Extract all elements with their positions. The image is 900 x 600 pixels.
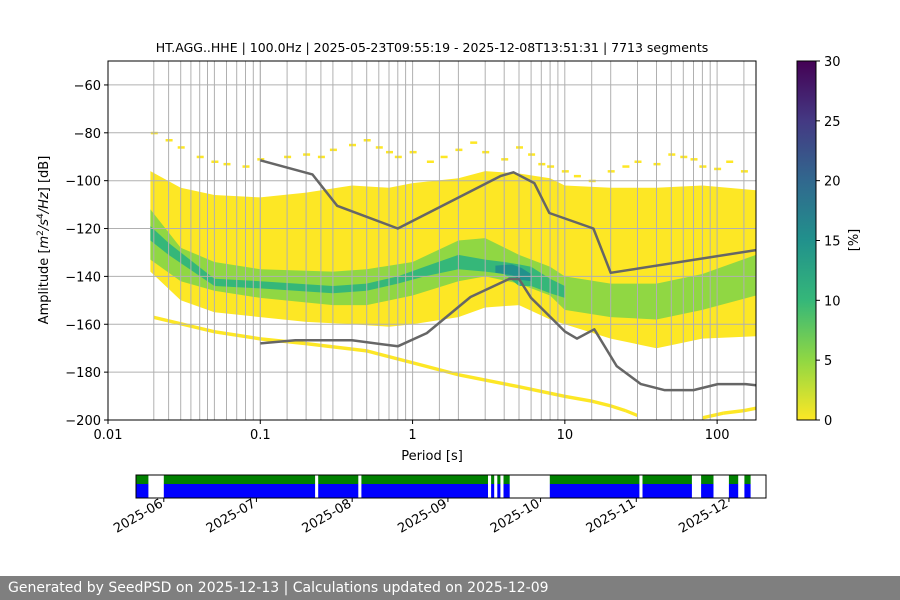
- colorbar-tick-label: 10: [824, 294, 841, 309]
- colorbar-tick-label: 15: [824, 235, 841, 250]
- x-tick-label: 0.01: [94, 428, 123, 443]
- availability-green-span: [744, 475, 751, 484]
- x-tick-label: 10: [557, 428, 574, 443]
- availability-data-span: [728, 484, 739, 498]
- outlier-curve-segment: [214, 329, 261, 341]
- density-scatter-point: [426, 160, 434, 163]
- y-tick-label: −180: [65, 366, 101, 381]
- availability-green-span: [701, 475, 714, 484]
- y-tick-label: −160: [65, 318, 101, 333]
- outlier-curve-segment: [625, 408, 638, 418]
- y-tick-label: −60: [74, 79, 101, 94]
- x-axis-label: Period [s]: [401, 449, 463, 464]
- availability-data-span: [701, 484, 714, 498]
- colorbar-tick-label: 5: [824, 354, 832, 369]
- outlier-curve-segment: [366, 349, 413, 365]
- date-tick-label: 2025-11: [584, 496, 639, 536]
- footer-status: Generated by SeedPSD on 2025-12-13 | Cal…: [0, 576, 900, 600]
- availability-data-span: [136, 484, 149, 498]
- availability-data-span: [361, 484, 488, 498]
- availability-data-span: [744, 484, 751, 498]
- colorbar-tick-label: 30: [824, 55, 841, 70]
- colorbar: 0 5 10 15 20 25 30 [%]: [796, 55, 862, 429]
- availability-green-span: [136, 475, 149, 484]
- outlier-curve-segment: [723, 408, 744, 415]
- density-scatter-point: [726, 160, 734, 163]
- availability-data-span: [642, 484, 692, 498]
- y-tick-label: −200: [65, 414, 101, 429]
- outlier-curve-segment: [743, 406, 756, 413]
- outlier-curve-segment: [702, 411, 724, 420]
- chart-title: HT.AGG..HHE | 100.0Hz | 2025-05-23T09:55…: [156, 40, 709, 55]
- noise-model-nhnm: [259, 159, 756, 275]
- data-availability-bar: 2025-06 2025-07 2025-08 2025-09 2025-10 2025-…: [111, 474, 767, 537]
- density-scatter-point: [573, 174, 581, 178]
- colorbar-tick-label: 0: [824, 414, 832, 429]
- outlier-curve-segment: [412, 361, 459, 377]
- availability-data-span: [163, 484, 316, 498]
- availability-data-span: [491, 484, 495, 498]
- colorbar-gradient: [796, 60, 817, 421]
- availability-green-span: [361, 475, 488, 484]
- date-tick-label: 2025-06: [111, 496, 166, 536]
- colorbar-tick-label: 20: [824, 175, 841, 190]
- availability-data-span: [503, 484, 510, 498]
- x-tick-label: 100: [705, 428, 730, 443]
- availability-green-span: [497, 475, 501, 484]
- date-tick-label: 2025-09: [395, 496, 450, 536]
- availability-green-span: [728, 475, 739, 484]
- y-axis-label: Amplitude [m2/s4/Hz] [dB]: [36, 156, 52, 325]
- availability-green-span: [503, 475, 510, 484]
- x-tick-label: 0.1: [250, 428, 271, 443]
- density-scatter-point: [622, 165, 630, 168]
- y-tick-label: −140: [65, 270, 101, 285]
- noise-model-nlnm: [260, 277, 756, 392]
- availability-data-span: [318, 484, 359, 498]
- colorbar-tick-label: 25: [824, 115, 841, 130]
- plot-frame: [107, 60, 757, 421]
- date-tick-label: 2025-10: [488, 496, 543, 536]
- outlier-curve-segment: [564, 394, 592, 403]
- availability-green-span: [491, 475, 495, 484]
- psd-plot-area: 0.01 0.1 1 10 100 −60 −80 −100 −120 −140 −160 −180…: [65, 60, 757, 443]
- y-tick-label: −100: [65, 175, 101, 190]
- availability-green-span: [642, 475, 692, 484]
- availability-green-span: [318, 475, 359, 484]
- y-tick-label: −80: [74, 127, 101, 142]
- y-tick-label: −120: [65, 223, 101, 238]
- outlier-curve-segment: [591, 399, 611, 408]
- density-scatter-point: [440, 155, 448, 159]
- outlier-curve-segment: [610, 404, 626, 413]
- density-band-high: [150, 226, 565, 298]
- availability-data-span: [497, 484, 501, 498]
- outlier-curve-segment: [519, 384, 565, 399]
- x-tick-label: 1: [408, 428, 416, 443]
- availability-green-span: [163, 475, 316, 484]
- availability-data-span: [549, 484, 640, 498]
- date-tick-label: 2025-08: [300, 496, 355, 536]
- date-tick-label: 2025-07: [204, 496, 259, 536]
- colorbar-label: [%]: [847, 229, 862, 252]
- availability-green-span: [549, 475, 640, 484]
- availability-frame: [135, 474, 767, 499]
- density-scatter-point: [470, 141, 478, 144]
- date-tick-label: 2025-12: [676, 496, 731, 536]
